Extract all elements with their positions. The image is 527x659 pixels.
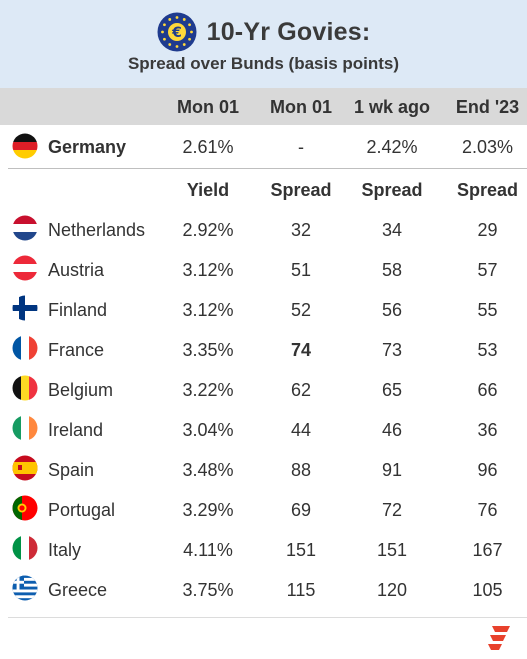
- spread-value: 69: [290, 500, 312, 520]
- spread-end23-value: 105: [472, 580, 503, 600]
- subheader-yield: Yield: [186, 180, 230, 200]
- country-name: Portugal: [48, 500, 116, 520]
- spread-end23-value: 167: [472, 540, 503, 560]
- flag-portugal-icon: [12, 495, 38, 521]
- footer-divider: [8, 617, 527, 618]
- flag-finland-icon: [12, 295, 38, 321]
- yield-value: 3.22%: [182, 380, 234, 400]
- yield-value: 3.04%: [182, 420, 234, 440]
- yield-value: 3.12%: [182, 300, 234, 320]
- spread-end23-value: 55: [477, 300, 498, 320]
- flag-greece-icon: [12, 575, 38, 601]
- yield-value: 2.92%: [182, 220, 234, 240]
- flag-spain-icon: [12, 455, 38, 481]
- country-name: Finland: [48, 300, 108, 320]
- spread-value: 62: [290, 380, 312, 400]
- germany-spread: -: [298, 137, 304, 157]
- spread-1wk-value: 56: [381, 300, 403, 320]
- yield-value: 3.48%: [182, 460, 234, 480]
- title-banner: € 10-Yr Govies: Spread over Bunds (basis…: [0, 0, 527, 88]
- spread-1wk-value: 58: [381, 260, 403, 280]
- chart-subtitle: Spread over Bunds (basis points): [127, 54, 400, 73]
- spread-end23-value: 29: [477, 220, 498, 240]
- country-name: Spain: [48, 460, 95, 480]
- country-name: Greece: [48, 580, 108, 600]
- spread-end23-value: 57: [477, 260, 498, 280]
- spread-1wk-value: 120: [376, 580, 408, 600]
- spread-1wk-value: 151: [376, 540, 408, 560]
- flag-netherlands-icon: [12, 215, 38, 241]
- country-name: France: [48, 340, 105, 360]
- flag-ireland-icon: [12, 415, 38, 441]
- spread-value: 74: [290, 340, 312, 360]
- spread-end23-value: 53: [477, 340, 498, 360]
- subheader-spread: Spread: [270, 180, 332, 200]
- yield-value: 3.35%: [182, 340, 234, 360]
- spread-end23-value: 36: [477, 420, 498, 440]
- germany-1wk: 2.42%: [366, 137, 418, 157]
- column-header-yield-date: Mon 01: [176, 97, 239, 117]
- country-name: Ireland: [48, 420, 104, 440]
- country-name: Austria: [48, 260, 105, 280]
- divider: [8, 168, 527, 169]
- column-header-1wk: 1 wk ago: [353, 97, 431, 117]
- chart-title: 10-Yr Govies:: [206, 17, 371, 46]
- spread-1wk-value: 73: [381, 340, 403, 360]
- country-name: Italy: [48, 540, 82, 560]
- spread-1wk-value: 91: [381, 460, 403, 480]
- brand-logo-icon: [488, 626, 510, 650]
- flag-belgium-icon: [12, 375, 38, 401]
- spread-value: 88: [290, 460, 312, 480]
- yield-value: 3.29%: [182, 500, 234, 520]
- spread-value: 115: [286, 580, 316, 600]
- country-name: Belgium: [48, 380, 114, 400]
- flag-italy-icon: [12, 535, 38, 561]
- euro-symbol-eu-stars-icon: €: [157, 12, 197, 52]
- spread-end23-value: 76: [477, 500, 498, 520]
- country-name: Netherlands: [48, 220, 146, 240]
- germany-end23: 2.03%: [461, 137, 514, 157]
- spread-end23-value: 66: [477, 380, 498, 400]
- column-header-spread-date: Mon 01: [269, 97, 332, 117]
- column-header-end23: End '23: [455, 97, 520, 117]
- subheader-spread-end23: Spread: [456, 180, 519, 200]
- svg-text:€: €: [171, 25, 182, 41]
- subheader-spread-1wk: Spread: [361, 180, 423, 200]
- spread-1wk-value: 72: [381, 500, 403, 520]
- yield-value: 3.75%: [182, 580, 234, 600]
- spread-1wk-value: 34: [381, 220, 403, 240]
- germany-label: Germany: [48, 137, 127, 157]
- flag-france-icon: [12, 335, 38, 361]
- title-row: € 10-Yr Govies:: [0, 10, 527, 54]
- yield-value: 3.12%: [182, 260, 234, 280]
- column-header-row: Mon 01 Mon 01 1 wk ago End '23: [0, 88, 527, 125]
- spread-value: 32: [290, 220, 312, 240]
- spread-value: 52: [290, 300, 312, 320]
- spread-1wk-value: 46: [381, 420, 403, 440]
- flag-austria-icon: [12, 255, 38, 281]
- germany-yield: 2.61%: [182, 137, 234, 157]
- yield-value: 4.11%: [183, 540, 233, 560]
- spread-value: 44: [290, 420, 312, 440]
- spread-end23-value: 96: [477, 460, 498, 480]
- spread-value: 51: [290, 260, 312, 280]
- flag-germany-icon: [12, 133, 38, 159]
- spread-1wk-value: 65: [381, 380, 403, 400]
- spread-value: 151: [285, 540, 317, 560]
